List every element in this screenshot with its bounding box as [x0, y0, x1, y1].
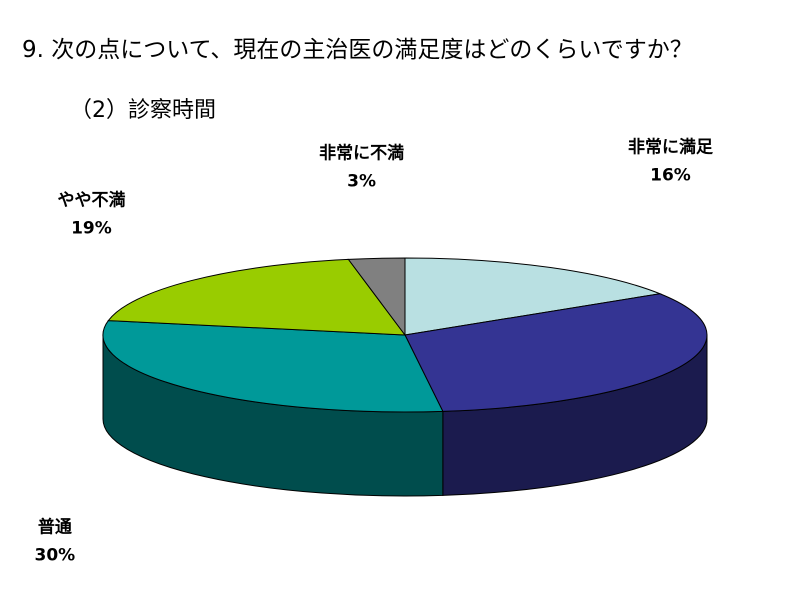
slice-value-label: 16%: [650, 166, 691, 186]
question-title: 9. 次の点について、現在の主治医の満足度はどのくらいですか？: [22, 37, 693, 63]
question-subtitle: （2）診察時間: [70, 98, 216, 123]
slice-label: 非常に不満: [319, 142, 404, 163]
pie-slice: [107, 258, 407, 336]
slice-value-label: 30%: [34, 546, 75, 566]
slice-label: 非常に満足: [628, 137, 713, 158]
pie-slice: [404, 293, 708, 412]
slice-label: やや不満: [57, 190, 125, 211]
slice-value-label: 19%: [71, 219, 112, 239]
slice-label: 普通: [38, 517, 72, 538]
pie-slice: [347, 257, 406, 337]
pie-slice: [102, 320, 444, 413]
slice-value-label: 3%: [347, 171, 376, 191]
pie-slice: [404, 257, 662, 336]
